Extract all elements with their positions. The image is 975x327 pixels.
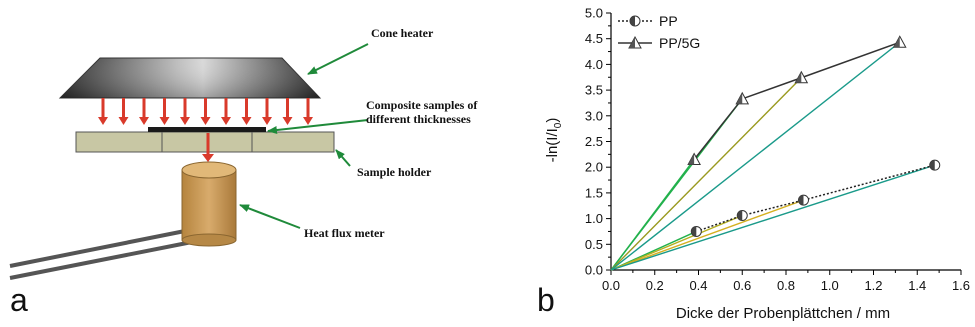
x-tick-label: 1.4 bbox=[908, 278, 926, 293]
heat-flux-meter-bottom bbox=[181, 233, 237, 247]
cable-wire bbox=[9, 228, 191, 268]
marker-triangle-fill bbox=[688, 153, 695, 165]
panel-letter-a: a bbox=[10, 282, 28, 318]
heat-arrow-head bbox=[98, 117, 108, 125]
data-point bbox=[736, 210, 748, 222]
marker-triangle-fill bbox=[893, 36, 900, 48]
label-composite-line1: Composite samples of bbox=[366, 98, 478, 112]
heat-arrow-head bbox=[221, 117, 231, 125]
x-tick-label: 1.6 bbox=[952, 278, 970, 293]
x-tick-label: 1.2 bbox=[864, 278, 882, 293]
heat-arrow-head bbox=[200, 117, 211, 125]
heat-arrow-to-meter bbox=[202, 133, 214, 162]
sample-holder bbox=[75, 131, 335, 153]
x-tick-label: 0.0 bbox=[602, 278, 620, 293]
y-tick-label: 1.5 bbox=[585, 185, 603, 200]
marker-circle-fill bbox=[630, 16, 635, 26]
x-tick-label: 1.0 bbox=[821, 278, 839, 293]
y-tick-label: 3.0 bbox=[585, 108, 603, 123]
marker-circle-fill bbox=[929, 160, 935, 171]
y-axis-label-sub: 0 bbox=[553, 122, 564, 128]
fit-line bbox=[610, 41, 901, 271]
series-line bbox=[693, 41, 901, 160]
heat-flux-meter-top bbox=[181, 161, 237, 179]
heat-arrow-head bbox=[118, 117, 129, 125]
heat-arrow-head bbox=[282, 117, 293, 125]
label-sample-holder: Sample holder bbox=[357, 165, 432, 179]
data-point bbox=[628, 35, 642, 49]
legend-label: PP bbox=[659, 13, 678, 29]
y-tick-label: 5.0 bbox=[585, 6, 603, 21]
pointer-sample-holder bbox=[335, 149, 351, 167]
y-axis-label: -ln(I/I0) bbox=[544, 118, 564, 163]
cable-wire bbox=[9, 240, 193, 280]
heat-arrows bbox=[98, 98, 313, 125]
fit-line bbox=[610, 164, 935, 271]
marker-circle-fill bbox=[691, 226, 697, 237]
data-point bbox=[794, 70, 809, 84]
heat-flux-meter-body bbox=[181, 169, 237, 241]
marker-circle-fill bbox=[798, 195, 804, 206]
chart-plot: 0.0 0.2 0.4 0.6 0.8 1.0 1.2 1.4 1.6 0.0 0.5 1.0 1.5 2… bbox=[585, 6, 970, 294]
fit-line bbox=[610, 214, 743, 271]
marker-triangle-fill bbox=[629, 37, 635, 48]
data-point bbox=[798, 194, 809, 206]
x-tick-label: 0.8 bbox=[777, 278, 795, 293]
y-axis-label-main: -ln(I/I bbox=[544, 128, 561, 162]
data-point bbox=[687, 152, 701, 165]
y-tick-label: 3.5 bbox=[585, 83, 603, 98]
heat-arrow-head bbox=[159, 117, 170, 125]
marker-triangle-fill bbox=[795, 71, 802, 83]
panel-a-schematic: Cone heater Composite samples of differe… bbox=[9, 26, 478, 318]
label-composite-line2: different thicknesses bbox=[366, 112, 471, 126]
heat-arrow-head bbox=[262, 117, 272, 125]
y-axis-label-tail: ) bbox=[544, 118, 561, 123]
fit-line bbox=[610, 199, 804, 271]
pointer-heat-flux-meter bbox=[239, 204, 301, 229]
legend-label: PP/5G bbox=[659, 35, 700, 51]
fit-line bbox=[610, 77, 802, 271]
legend: PP PP/5G bbox=[618, 13, 700, 51]
pointer-cone-heater bbox=[307, 43, 369, 75]
x-tick-label: 0.4 bbox=[689, 278, 707, 293]
marker-triangle-fill bbox=[736, 92, 743, 104]
x-tick-label: 0.6 bbox=[733, 278, 751, 293]
data-point bbox=[929, 159, 941, 171]
x-axis-label: Dicke der Probenplättchen / mm bbox=[676, 305, 890, 322]
data-point bbox=[629, 15, 641, 27]
heat-arrow-head bbox=[139, 117, 149, 125]
y-tick-label: 4.5 bbox=[585, 31, 603, 46]
marker-circle-fill bbox=[737, 210, 743, 221]
series-line bbox=[696, 164, 935, 233]
panel-b-chart: 0.0 0.2 0.4 0.6 0.8 1.0 1.2 1.4 1.6 0.0 0.5 1.0 1.5 2… bbox=[537, 6, 970, 323]
pointer-composite-samples bbox=[267, 119, 369, 134]
label-cone-heater: Cone heater bbox=[371, 26, 434, 40]
y-tick-label: 2.5 bbox=[585, 134, 603, 149]
y-tick-label: 0.0 bbox=[585, 263, 603, 278]
data-point bbox=[892, 35, 907, 48]
heat-arrow-head bbox=[303, 117, 313, 125]
x-tick-label: 0.2 bbox=[646, 278, 664, 293]
heat-arrow-head bbox=[241, 117, 252, 125]
label-heat-flux-meter: Heat flux meter bbox=[304, 226, 385, 240]
data-point bbox=[690, 225, 702, 237]
y-tick-label: 2.0 bbox=[585, 160, 603, 175]
heat-arrow-head bbox=[180, 117, 190, 125]
panel-letter-b: b bbox=[537, 282, 555, 318]
y-tick-label: 1.0 bbox=[585, 211, 603, 226]
composite-sample bbox=[148, 127, 266, 132]
y-tick-label: 0.5 bbox=[585, 237, 603, 252]
y-tick-label: 4.0 bbox=[585, 57, 603, 72]
cone-heater-shade bbox=[60, 58, 320, 98]
data-point bbox=[735, 91, 750, 105]
